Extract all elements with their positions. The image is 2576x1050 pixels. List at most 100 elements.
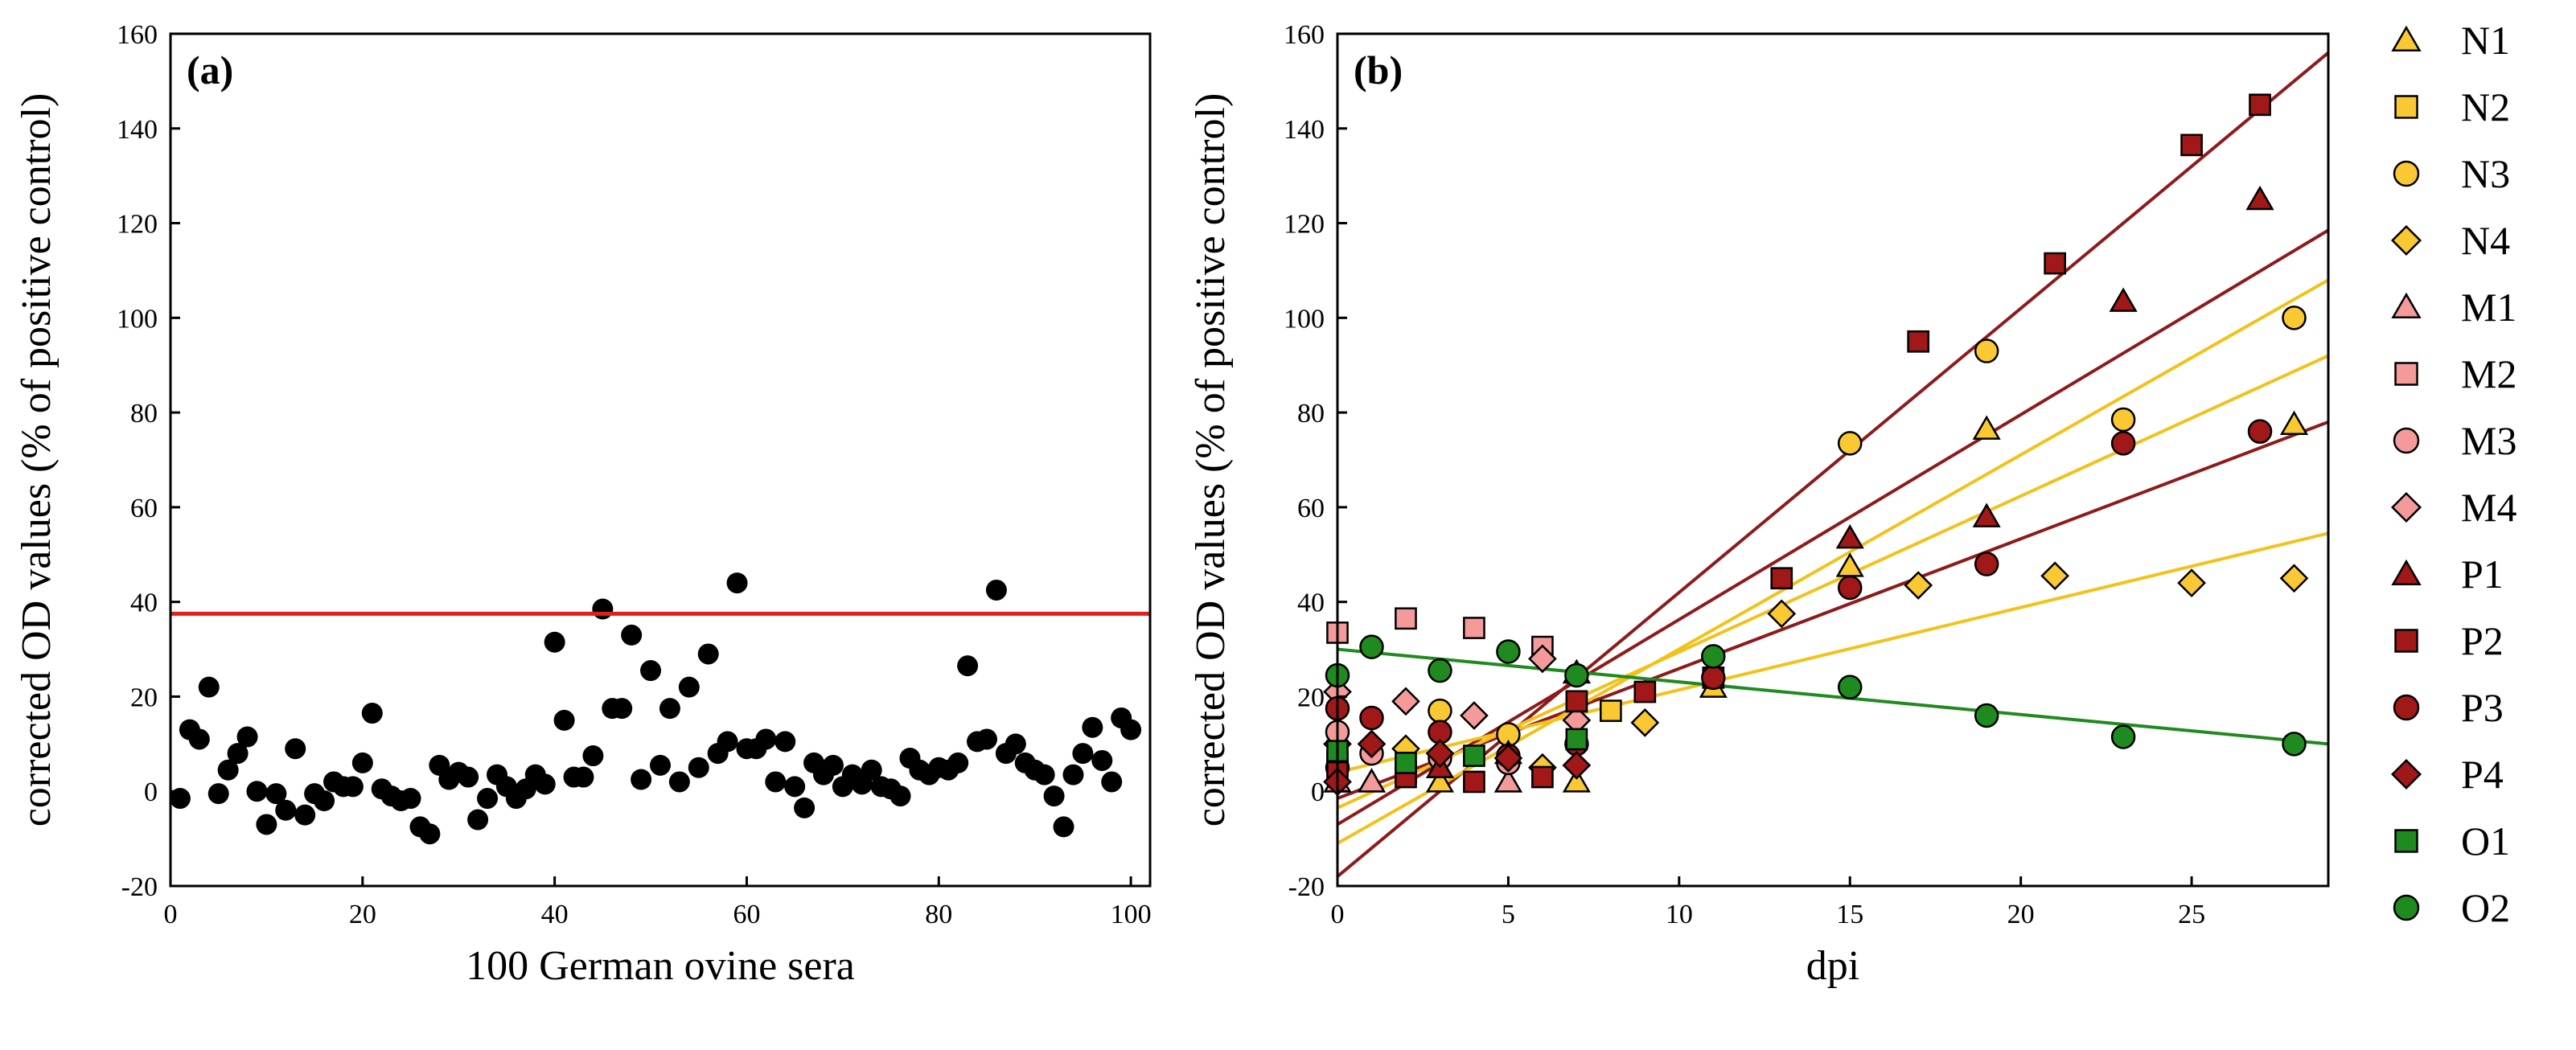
data-point [467,809,489,831]
data-point [351,752,373,773]
legend-item-p3: P3 [2393,685,2504,730]
series-p2-point [1770,567,1793,590]
data-point [275,799,297,821]
series-p3-point [2247,419,2273,444]
x-tick-label: 40 [541,900,569,929]
data-point [544,631,565,653]
y-tick-label: 140 [117,115,158,145]
data-point [553,709,575,731]
legend-item-m2: M2 [2394,351,2516,396]
panel-a-x-axis-title: 100 German ovine sera [466,943,855,989]
data-point [1033,764,1055,785]
data-point [573,766,594,788]
y-tick-label: 80 [130,399,158,429]
legend-marker [2390,224,2422,256]
regression-line [1337,278,2329,845]
series-o1-point [1463,744,1485,767]
x-tick-label: 0 [1331,900,1345,929]
data-point [1043,785,1065,807]
data-point [861,759,882,781]
series-p2-point [1531,765,1554,789]
y-tick-label: -20 [1288,872,1325,902]
panel-a-x-ticks: 0 20 40 60 80 100 [164,876,1152,929]
data-point [342,776,364,798]
legend-marker [2393,894,2420,921]
series-m4-point [1528,644,1557,674]
panel-b-regression-lines [1336,51,2330,878]
legend-marker [2393,694,2420,721]
legend-item-p4: P4 [2390,752,2504,797]
data-point [717,731,738,753]
x-tick-label: 60 [733,900,760,929]
legend-item-o2: O2 [2393,885,2510,930]
y-tick-label: 160 [1284,20,1325,50]
x-tick-label: 80 [925,900,952,929]
y-tick-label: 20 [1297,683,1325,712]
legend-item-m1: M1 [2391,285,2516,330]
series-n4-point [1630,708,1660,737]
y-tick-label: 160 [117,20,158,50]
series-n3-point [1428,698,1452,724]
data-point [188,728,210,750]
series-m1-point [1493,768,1522,793]
series-o2-point [2282,732,2307,757]
panel-b-x-ticks: 0 5 10 15 20 25 [1331,876,2205,929]
legend: N1 N2 N3 N4 M1 M2 M3 M4 P1 P2 P3 P4 O1 O2 [2390,18,2516,930]
legend-marker [2394,362,2418,386]
series-o1-point [1395,752,1417,774]
data-point [774,731,796,753]
panel-a-label: (a) [187,47,233,92]
series-o1-point [1565,728,1588,751]
series-o2-point [2110,724,2136,749]
data-point [265,783,287,805]
series-p1-point [1835,523,1864,549]
data-point [236,726,258,748]
series-p2-point [1565,690,1588,713]
legend-marker [2390,758,2422,790]
data-point [697,643,719,665]
legend-marker [2394,829,2418,853]
data-point [1082,716,1103,738]
legend-marker [2393,427,2420,454]
x-tick-label: 100 [1111,900,1152,929]
legend-marker [2393,160,2420,187]
regression-line [1337,420,2329,800]
data-point [668,771,690,793]
series-n4-point [2279,564,2309,593]
series-o2-point [1428,658,1452,683]
data-point [1072,743,1094,765]
data-point [659,698,680,720]
data-point [256,814,277,835]
legend-label: P1 [2461,552,2504,597]
x-tick-label: 5 [1502,900,1515,929]
legend-label: P3 [2461,685,2504,730]
data-point [477,788,499,810]
y-tick-label: 60 [130,494,158,523]
data-point [419,823,441,845]
regression-line [1336,51,2330,878]
data-point [198,676,220,698]
series-n3-point [2110,407,2136,433]
series-p1-point [1972,502,2001,527]
series-n4-point [2040,561,2070,591]
y-tick-label: 40 [1297,589,1325,618]
x-tick-label: 0 [164,900,178,929]
data-point [217,759,239,781]
legend-item-n1: N1 [2391,18,2510,63]
legend-item-p1: P1 [2391,552,2504,597]
series-o2-point [1564,662,1589,688]
data-point [582,745,604,767]
series-p3-point [1837,575,1863,601]
legend-marker [2391,559,2422,585]
series-p3-point [1701,665,1726,691]
data-point [458,766,479,788]
panel-b-y-ticks: -20 0 20 40 60 80 100 120 140 160 [1284,20,1347,902]
y-tick-label: 100 [1284,304,1325,334]
panel-a-y-ticks: -20 0 20 40 60 80 100 120 140 160 [117,20,180,902]
series-n2-point [1600,699,1622,722]
data-point [688,757,709,778]
series-n4-point [2177,568,2206,597]
series-n1-point [1562,768,1591,793]
legend-marker [2394,95,2418,119]
